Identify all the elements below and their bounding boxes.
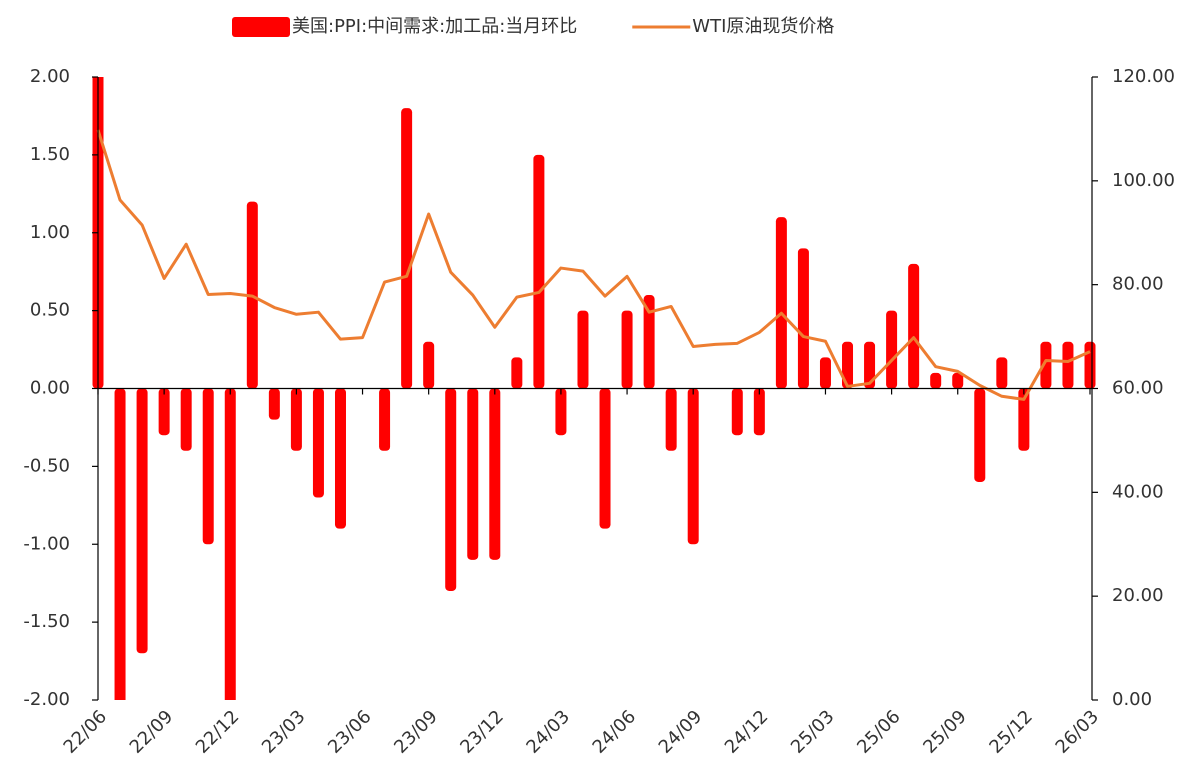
x-tick-label: 24/09 [655, 706, 707, 758]
y-tick-label: 0.00 [30, 378, 70, 399]
bar [401, 108, 413, 389]
bar [797, 248, 809, 389]
bar [753, 388, 765, 436]
bar [114, 388, 126, 700]
y-tick-label: 1.00 [30, 222, 70, 243]
legend-label: 美国:PPI:中间需求:加工品:当月环比 [292, 16, 577, 37]
y-tick-label: -2.00 [23, 689, 70, 710]
bar [775, 217, 787, 389]
bar [643, 295, 655, 389]
bar [687, 388, 699, 545]
x-tick-label: 25/06 [853, 706, 905, 758]
y-tick-label: -0.50 [23, 455, 70, 476]
bar [930, 372, 942, 389]
legend-label: WTI原油现货价格 [692, 16, 834, 37]
bar [599, 388, 611, 529]
bar [180, 388, 192, 451]
y2-tick-label: 0.00 [1112, 689, 1152, 710]
x-tick-label: 24/06 [589, 706, 641, 758]
bar [268, 388, 280, 420]
bar [952, 372, 964, 389]
plot-area [92, 77, 1096, 700]
bar [224, 388, 236, 700]
y2-tick-label: 40.00 [1112, 481, 1164, 502]
bar [577, 310, 589, 389]
x-tick-label: 23/09 [390, 706, 442, 758]
bar [996, 357, 1008, 389]
bar [1018, 388, 1030, 451]
bar [621, 310, 633, 389]
bar [511, 357, 523, 389]
y2-tick-label: 80.00 [1112, 274, 1164, 295]
y2-tick-label: 100.00 [1112, 170, 1175, 191]
bar [555, 388, 567, 436]
bar [864, 341, 876, 389]
bar [445, 388, 457, 591]
x-tick-label: 23/12 [456, 706, 508, 758]
bar [731, 388, 743, 436]
x-tick-label: 22/09 [126, 706, 178, 758]
x-tick-label: 25/12 [985, 706, 1037, 758]
bar [974, 388, 986, 482]
x-tick-label: 23/06 [324, 706, 376, 758]
y-tick-label: 0.50 [30, 300, 70, 321]
bar [202, 388, 214, 545]
y-tick-label: -1.00 [23, 533, 70, 554]
bar [467, 388, 479, 560]
bar [379, 388, 391, 451]
bar [312, 388, 324, 498]
x-tick-label: 26/03 [1052, 706, 1104, 758]
bar [886, 310, 898, 389]
x-tick-label: 25/03 [787, 706, 839, 758]
x-tick-label: 24/03 [522, 706, 574, 758]
bar [842, 341, 854, 389]
bar [1040, 341, 1052, 389]
bar [1084, 341, 1096, 389]
bar [489, 388, 501, 560]
y2-tick-label: 20.00 [1112, 585, 1164, 606]
bar [908, 263, 920, 389]
bar [158, 388, 170, 436]
bar [423, 341, 435, 389]
bar [819, 357, 831, 389]
y-tick-label: 2.00 [30, 66, 70, 87]
bar [665, 388, 677, 451]
x-tick-label: 22/12 [192, 706, 244, 758]
x-tick-label: 24/12 [721, 706, 773, 758]
line [96, 129, 1091, 401]
bar [334, 388, 346, 529]
bar [136, 388, 148, 654]
legend-swatch [232, 17, 290, 37]
y-tick-label: 1.50 [30, 144, 70, 165]
x-tick-label: 23/03 [258, 706, 310, 758]
bar [290, 388, 302, 451]
y-tick-label: -1.50 [23, 611, 70, 632]
x-tick-label: 25/09 [919, 706, 971, 758]
y2-tick-label: 60.00 [1112, 378, 1164, 399]
bar [533, 154, 545, 389]
y2-tick-label: 120.00 [1112, 66, 1175, 87]
x-tick-label: 22/06 [60, 706, 112, 758]
bar [1062, 341, 1074, 389]
